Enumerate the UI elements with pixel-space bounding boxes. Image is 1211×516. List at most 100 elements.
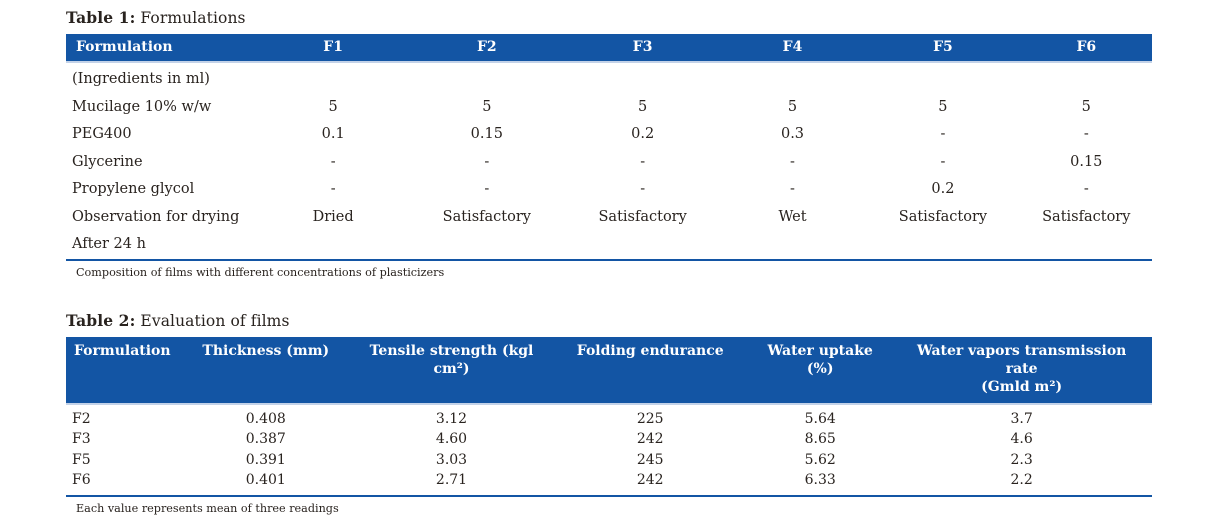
table-cell: - (940, 126, 946, 142)
column-header: F3 (565, 34, 720, 63)
table-cell: 0.391 (245, 451, 286, 468)
row-label: F3 (72, 431, 91, 447)
row-label: F2 (72, 410, 91, 427)
table-cell: - (484, 181, 490, 197)
table-cell: 0.15 (470, 126, 503, 142)
table-cell: - (330, 181, 336, 197)
table-cell (865, 231, 1020, 260)
evaluation-table: Formulation Thickness (mm) Tensile strengt… (66, 336, 1152, 497)
table-cell: 3.03 (435, 451, 468, 468)
row-label: Glycerine (72, 153, 143, 170)
table-cell: 5.64 (804, 410, 836, 427)
table-cell: Satisfactory (598, 208, 687, 225)
table-cell: 2.71 (435, 472, 468, 488)
table-cell: 3.12 (435, 410, 468, 427)
table-cell (408, 231, 565, 260)
column-header: Thickness (mm) (180, 336, 352, 405)
header-row: Formulation F1 F2 F3 F4 F5 F6 (66, 34, 1152, 63)
table-cell: 4.60 (435, 431, 468, 447)
table-cell: - (1083, 181, 1089, 197)
column-header: Formulation (66, 336, 181, 405)
evaluation-table-body: F2 0.408 3.12 225 5.64 3.7 F3 0.387 4.60 242 8.65 4… (66, 404, 1152, 496)
table-cell: Satisfactory (1042, 208, 1131, 225)
table-cell (1021, 231, 1152, 260)
table-cell: 0.408 (245, 410, 286, 427)
table-cell (720, 62, 866, 94)
table-cell (258, 62, 408, 94)
table-cell: - (940, 153, 946, 170)
table-cell: Satisfactory (898, 208, 988, 225)
table-row: F2 0.408 3.12 225 5.64 3.7 (66, 404, 1152, 430)
row-label: (Ingredients in ml) (72, 71, 210, 87)
table-cell (408, 62, 565, 94)
column-header: Tensile strength (kgl cm²) (351, 336, 552, 405)
table-row: Glycerine - - - - - 0.15 (66, 149, 1152, 177)
table-cell: - (640, 181, 646, 197)
table-row: F6 0.401 2.71 242 6.33 2.2 (66, 470, 1152, 496)
column-header: F2 (408, 34, 566, 63)
table-cell: 2.2 (1010, 472, 1033, 488)
table2-title-label: Table 2: (66, 310, 136, 330)
formulations-table-header: Formulation F1 F2 F3 F4 F5 F6 (66, 34, 1152, 63)
table-row: F3 0.387 4.60 242 8.65 4.6 (66, 429, 1152, 450)
table-row: Observation for drying Dried Satisfactory S… (66, 204, 1152, 232)
page: Table 1: Formulations Formulation F1 F2 F3 F… (66, 8, 1211, 515)
table-cell: - (330, 153, 336, 170)
table1-title: Table 1: Formulations (66, 8, 1211, 28)
table-cell: 0.1 (321, 126, 345, 142)
table-cell: - (790, 153, 795, 170)
table-cell: 0.387 (245, 431, 286, 447)
table-cell: 0.15 (1070, 153, 1103, 170)
table-cell (566, 231, 720, 260)
table-cell: - (1083, 126, 1089, 142)
table2-title-text: Evaluation of films (135, 311, 290, 330)
table-row: (Ingredients in ml) (66, 62, 1152, 94)
table-cell: 5 (482, 98, 492, 115)
table-cell: - (790, 181, 795, 197)
table-cell: 8.65 (804, 431, 836, 447)
table-cell (865, 62, 1020, 94)
table-cell: Dried (312, 208, 354, 225)
column-header: Formulation (66, 34, 259, 63)
table-cell: 2.3 (1010, 451, 1033, 468)
table-cell (258, 231, 408, 260)
column-header: Water uptake (%) (749, 336, 892, 405)
evaluation-table-header: Formulation Thickness (mm) Tensile strengt… (66, 336, 1152, 405)
table-row: Mucilage 10% w/w 5 5 5 5 5 5 (66, 94, 1152, 122)
header-row: Formulation Thickness (mm) Tensile strengt… (66, 336, 1152, 405)
table1-section: Table 1: Formulations Formulation F1 F2 F3 F… (66, 8, 1211, 280)
column-header: F4 (719, 34, 866, 63)
table-cell: Wet (778, 208, 807, 225)
table-cell: 242 (636, 431, 664, 447)
row-label: Observation for drying (72, 208, 240, 225)
table-cell (1021, 62, 1152, 94)
table-cell (720, 231, 866, 260)
table-cell: 3.7 (1010, 410, 1033, 427)
column-header: Folding endurance (551, 336, 750, 405)
table-row: After 24 h (66, 231, 1152, 260)
row-label: Mucilage 10% w/w (72, 98, 212, 115)
table-cell: 5 (787, 98, 798, 115)
table-cell: 242 (636, 472, 664, 488)
column-header: F6 (1020, 34, 1152, 63)
formulations-table-body: (Ingredients in ml) Mucilage 10% w/w 5 5 5 5 5… (66, 62, 1152, 260)
row-label: F6 (72, 472, 91, 488)
table-cell: 0.3 (780, 126, 805, 142)
table-cell: - (640, 153, 646, 170)
table-cell: 5 (328, 98, 338, 115)
table1-title-text: Formulations (135, 9, 246, 27)
column-header: F5 (865, 34, 1021, 63)
table-row: Propylene glycol - - - - 0.2 - (66, 176, 1152, 204)
table-cell: 5 (938, 98, 948, 115)
table-row: PEG400 0.1 0.15 0.2 0.3 - - (66, 121, 1152, 149)
table-cell: - (484, 153, 490, 170)
table-cell: 5 (1081, 98, 1091, 115)
row-label: F5 (72, 451, 91, 468)
formulations-table: Formulation F1 F2 F3 F4 F5 F6 (Ingredients in … (66, 34, 1152, 261)
table-cell: 0.2 (931, 181, 955, 197)
row-label: Propylene glycol (72, 181, 195, 197)
table-row: F5 0.391 3.03 245 5.62 2.3 (66, 450, 1152, 471)
column-header: F1 (258, 34, 409, 63)
table2-footnote: Each value represents mean of three read… (76, 501, 339, 515)
table1-footnote: Composition of films with different conc… (76, 265, 445, 279)
